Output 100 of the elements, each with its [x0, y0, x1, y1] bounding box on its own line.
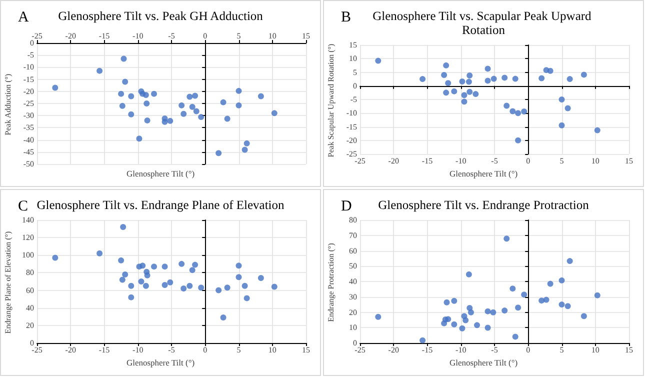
y-tick-label: -30	[23, 111, 34, 120]
y-axis-title: Peak Adduction (°)	[4, 73, 12, 136]
point	[271, 110, 278, 116]
y-tick-label: 0	[353, 81, 357, 90]
y-tick-label: -15	[23, 74, 34, 84]
point	[594, 127, 600, 134]
point	[236, 262, 242, 269]
point	[472, 91, 479, 98]
x-tick-label: -15	[98, 32, 110, 40]
x-tick-label: -20	[388, 346, 399, 354]
x-tick-label: 10	[268, 346, 276, 354]
point	[120, 56, 127, 62]
x-tick-label: -20	[388, 156, 399, 166]
point	[271, 284, 278, 290]
point	[242, 146, 248, 153]
point	[558, 277, 565, 284]
x-axis-title: Glenosphere Tilt (°)	[449, 168, 518, 178]
chart-title: Glenosphere Tilt vs. Endrange Protraction	[378, 198, 590, 212]
point	[521, 108, 528, 114]
point	[538, 75, 545, 82]
point	[136, 136, 142, 142]
point	[512, 334, 518, 340]
point	[186, 282, 193, 289]
point	[558, 302, 565, 308]
point	[515, 304, 522, 311]
point	[580, 72, 587, 78]
point	[502, 308, 508, 314]
point	[140, 262, 146, 269]
y-tick-label: 30	[349, 292, 357, 302]
point	[151, 264, 158, 270]
text: C	[18, 198, 28, 214]
point	[128, 93, 134, 100]
point	[198, 284, 204, 291]
x-tick-label: -10	[456, 346, 466, 354]
point	[451, 88, 458, 94]
point	[144, 117, 150, 124]
y-tick-label: 40	[26, 303, 34, 312]
point	[490, 309, 496, 316]
point	[558, 122, 565, 128]
point	[443, 62, 450, 68]
y-tick-label: -35	[23, 123, 34, 132]
point	[461, 92, 468, 98]
y-tick-label: -10	[23, 62, 34, 72]
point	[178, 102, 185, 108]
y-tick-label: 0	[353, 338, 357, 348]
x-tick-label: -5	[491, 156, 498, 166]
chart-title: Glenosphere Tilt vs. Endrange Plane of Elevation	[36, 198, 286, 212]
point	[144, 272, 150, 278]
point	[192, 92, 198, 99]
y-tick-label: -25	[23, 99, 34, 108]
point	[521, 292, 528, 298]
point	[445, 316, 452, 322]
point	[162, 118, 168, 125]
point	[490, 76, 497, 82]
y-axis-title: Endrange Plane of Elevation (°)	[4, 231, 12, 334]
point	[167, 118, 174, 124]
text: D	[341, 198, 352, 214]
point	[220, 314, 226, 321]
point	[466, 72, 473, 79]
point	[119, 276, 126, 283]
point	[162, 282, 168, 288]
y-tick-label: 10	[349, 323, 357, 332]
point	[420, 76, 426, 82]
point	[138, 278, 144, 284]
point	[375, 58, 382, 64]
point	[186, 94, 193, 100]
point	[510, 108, 516, 114]
point	[484, 66, 491, 72]
point	[128, 294, 134, 300]
x-axis-title: Glenosphere Tilt (°)	[126, 358, 195, 368]
x-tick-label: 15	[302, 32, 310, 40]
point	[151, 90, 158, 97]
point	[444, 299, 450, 306]
point	[96, 250, 103, 256]
y-tick-label: 120	[22, 233, 34, 242]
y-tick-label: 0	[30, 38, 34, 48]
x-tick-label: -10	[456, 156, 466, 166]
x-tick-label: -15	[422, 346, 433, 354]
point	[564, 303, 571, 310]
y-tick-label: 0	[30, 338, 34, 348]
x-tick-label: -5	[168, 32, 175, 40]
y-tick-label: -45	[23, 147, 34, 156]
x-tick-label: -15	[98, 346, 110, 354]
point	[198, 114, 204, 120]
x-tick-label: -10	[132, 346, 144, 354]
point	[504, 236, 510, 242]
point	[162, 264, 168, 270]
y-tick-label: 100	[22, 250, 34, 260]
point	[220, 99, 226, 106]
point	[515, 137, 522, 144]
point	[580, 313, 587, 320]
point	[459, 325, 466, 332]
y-tick-label: -5	[27, 50, 34, 60]
point	[512, 76, 518, 82]
point	[216, 150, 222, 156]
y-tick-label: 140	[22, 216, 34, 224]
point	[236, 102, 242, 108]
point	[122, 78, 128, 85]
point	[445, 80, 452, 86]
point	[236, 274, 242, 280]
